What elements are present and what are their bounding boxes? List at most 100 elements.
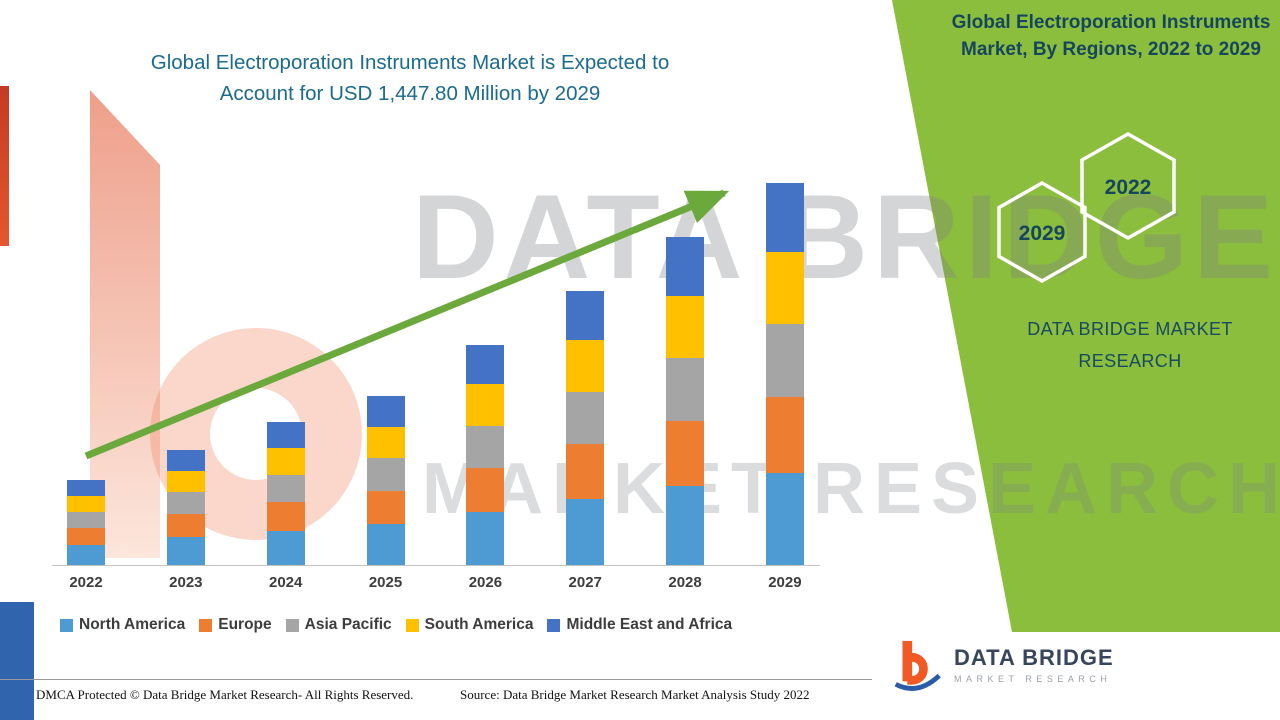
- bar-segment-2026-asia-pacific: [466, 426, 505, 469]
- bar-segment-2029-south-america: [765, 251, 804, 325]
- bar-segment-2022-north-america: [67, 544, 105, 565]
- bars-row: [58, 180, 813, 565]
- bar-segment-2029-middle-east-and-africa: [765, 182, 804, 252]
- bar-stack-2026: [466, 344, 505, 565]
- legend-item-asia-pacific: Asia Pacific: [285, 616, 392, 634]
- bar-segment-2026-south-america: [466, 384, 505, 427]
- bar-segment-2027-north-america: [566, 499, 605, 565]
- year-hexagons: 2022 2029: [997, 131, 1176, 284]
- x-axis-label-2023: 2023: [169, 574, 203, 591]
- bar-segment-2024-middle-east-and-africa: [266, 421, 305, 448]
- databridge-logo-name: DATA BRIDGE: [954, 644, 1114, 670]
- bar-segment-2022-asia-pacific: [67, 511, 105, 528]
- bar-segment-2027-asia-pacific: [566, 392, 605, 445]
- bar-segment-2023-europe: [166, 514, 205, 538]
- bar-segment-2025-asia-pacific: [366, 458, 405, 491]
- x-axis-label-2025: 2025: [368, 574, 403, 591]
- bar-stack-2029: [765, 182, 804, 565]
- bar-segment-2025-south-america: [366, 426, 405, 459]
- watermark-text-line2: MARKET RESEARCH: [422, 449, 1280, 529]
- bar-segment-2027-europe: [566, 444, 605, 500]
- bar-segment-2029-north-america: [765, 473, 804, 565]
- panel-brand-text: DATA BRIDGE MARKET RESEARCH: [985, 314, 1275, 377]
- bar-stack-2025: [366, 396, 405, 565]
- databridge-logo-subtitle: MARKET RESEARCH: [954, 673, 1112, 684]
- x-axis-label-2027: 2027: [568, 574, 602, 591]
- x-axis-label-2022: 2022: [69, 574, 103, 591]
- chart-title: Global Electroporation Instruments Marke…: [90, 48, 730, 110]
- bar-segment-2023-asia-pacific: [166, 492, 205, 515]
- bar-segment-2026-middle-east-and-africa: [466, 344, 505, 385]
- chart-legend: North America Europe Asia Pacific South Ame…: [60, 616, 732, 634]
- chart-title-line2: Account for USD 1,447.80 Million by 2029: [219, 81, 601, 105]
- bar-segment-2027-south-america: [566, 340, 605, 393]
- hexagon-2029-label: 2029: [1019, 222, 1066, 245]
- legend-label: Middle East and Africa: [566, 616, 733, 633]
- x-axis-labels: 2022 2023 2024 2025 2026 2027 2028 2029: [58, 574, 813, 591]
- hexagon-2022: [1080, 131, 1176, 241]
- footer-divider: [0, 679, 872, 680]
- hexagon-2029: [997, 180, 1087, 284]
- bar-segment-2028-middle-east-and-africa: [666, 237, 705, 297]
- bar-segment-2024-north-america: [266, 530, 305, 565]
- bar-2022: [58, 180, 114, 565]
- bar-2025: [358, 180, 414, 565]
- bar-2026: [457, 180, 513, 565]
- bar-segment-2022-south-america: [67, 495, 105, 512]
- x-axis-label-2028: 2028: [668, 574, 702, 591]
- legend-swatch-south-america: [405, 618, 419, 632]
- bar-stack-2022: [67, 480, 105, 565]
- legend-swatch-asia-pacific: [285, 618, 299, 632]
- bar-stack-2023: [166, 449, 205, 565]
- bar-segment-2025-middle-east-and-africa: [366, 396, 405, 427]
- databridge-logo: DATA BRIDGE MARKET RESEARCH: [888, 634, 1114, 694]
- bar-segment-2029-europe: [765, 396, 804, 474]
- legend-label: Europe: [218, 616, 272, 633]
- bar-segment-2028-north-america: [666, 486, 705, 565]
- legend-item-europe: Europe: [199, 616, 272, 634]
- bar-2029: [757, 180, 813, 565]
- legend-item-north-america: North America: [60, 616, 185, 634]
- bar-segment-2024-asia-pacific: [266, 475, 305, 503]
- legend-item-middle-east-and-africa: Middle East and Africa: [547, 616, 732, 634]
- legend-label: South America: [424, 616, 534, 633]
- bar-stack-2027: [566, 291, 605, 565]
- panel-title-line2: Market, By Regions, 2022 to 2029: [961, 38, 1261, 60]
- bar-2027: [557, 180, 613, 565]
- chart-title-line1: Global Electroporation Instruments Marke…: [150, 51, 670, 74]
- panel-brand-line2: RESEARCH: [1078, 350, 1182, 371]
- databridge-logo-icon: [894, 640, 941, 691]
- bar-segment-2028-europe: [666, 420, 705, 487]
- legend-swatch-europe: [199, 618, 213, 632]
- bar-segment-2027-middle-east-and-africa: [566, 291, 605, 341]
- bar-segment-2023-south-america: [166, 470, 205, 493]
- legend-label: Asia Pacific: [304, 616, 392, 633]
- bar-segment-2028-south-america: [666, 296, 705, 359]
- bar-segment-2022-europe: [67, 527, 105, 545]
- bar-2024: [258, 180, 314, 565]
- x-axis-label-2029: 2029: [768, 574, 802, 591]
- x-axis-label-2026: 2026: [468, 574, 503, 591]
- bar-segment-2026-europe: [466, 468, 505, 513]
- bar-segment-2028-asia-pacific: [666, 358, 705, 421]
- legend-swatch-north-america: [60, 618, 73, 632]
- bar-segment-2022-middle-east-and-africa: [67, 480, 105, 496]
- legend-item-south-america: South America: [405, 616, 534, 634]
- hexagon-2022-label: 2022: [1105, 176, 1152, 199]
- legend-swatch-middle-east-and-africa: [547, 618, 561, 632]
- footer-dmca-text: DMCA Protected © Data Bridge Market Rese…: [36, 687, 414, 702]
- footer-source-text: Source: Data Bridge Market Research Mark…: [460, 687, 810, 702]
- databridge-logo-text: DATA BRIDGE MARKET RESEARCH: [954, 645, 1114, 684]
- bar-segment-2024-europe: [266, 502, 305, 531]
- bar-segment-2026-north-america: [466, 512, 505, 565]
- x-axis-label-2024: 2024: [269, 574, 303, 591]
- bar-segment-2029-asia-pacific: [765, 324, 804, 397]
- left-edge-accent-top: [0, 86, 9, 246]
- bar-segment-2023-middle-east-and-africa: [166, 449, 205, 471]
- bar-segment-2023-north-america: [166, 537, 205, 565]
- panel-brand-line1: DATA BRIDGE MARKET: [1027, 319, 1233, 339]
- x-axis-line: [52, 565, 820, 566]
- bar-segment-2025-north-america: [366, 524, 405, 565]
- legend-label: North America: [79, 616, 186, 633]
